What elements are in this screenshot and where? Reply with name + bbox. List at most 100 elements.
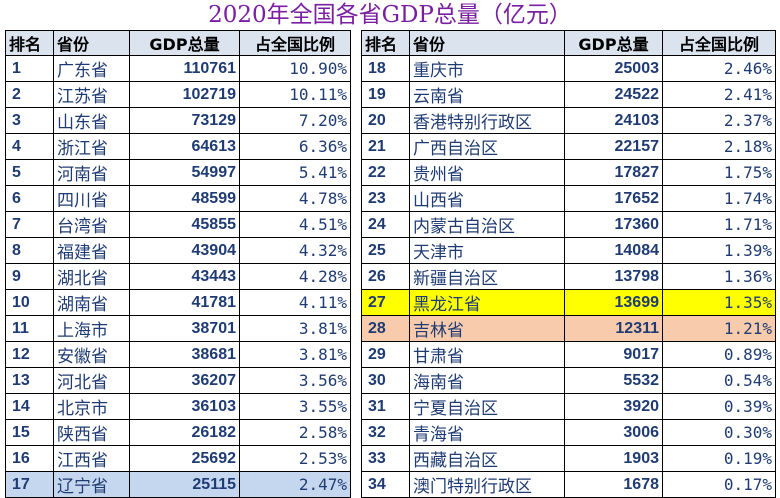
province-cell: 辽宁省 xyxy=(53,471,130,498)
share-cell: 5.41% xyxy=(239,159,351,186)
header-rank: 排名 xyxy=(361,30,410,56)
province-cell: 西藏自治区 xyxy=(409,445,565,472)
province-cell: 宁夏自治区 xyxy=(409,393,565,420)
share-cell: 0.39% xyxy=(662,393,776,420)
rank-cell: 29 xyxy=(361,341,410,368)
header-share: 占全国比例 xyxy=(662,30,776,56)
gdp-cell: 45855 xyxy=(129,211,240,238)
gdp-cell: 36103 xyxy=(129,393,240,420)
table-row: 4 浙江省 64613 6.36% xyxy=(5,133,351,160)
share-cell: 4.28% xyxy=(239,263,351,290)
share-cell: 1.75% xyxy=(662,159,776,186)
province-cell: 甘肃省 xyxy=(409,341,565,368)
header-gdp: GDP总量 xyxy=(564,30,663,56)
gdp-cell: 26182 xyxy=(129,419,240,446)
gdp-table-left: 排名 省份 GDP总量 占全国比例 1 广东省 110761 10.90% 2 江苏省 10… xyxy=(5,30,351,498)
gdp-cell: 13798 xyxy=(564,263,663,290)
province-cell: 广东省 xyxy=(53,55,130,82)
province-cell: 河南省 xyxy=(53,159,130,186)
table-row: 2 江苏省 102719 10.11% xyxy=(5,81,351,108)
table-row: 1 广东省 110761 10.90% xyxy=(5,55,351,82)
rank-cell: 24 xyxy=(361,211,410,238)
rank-cell: 17 xyxy=(5,471,54,498)
left-table-body: 1 广东省 110761 10.90% 2 江苏省 102719 10.11% 3 山东省 7312… xyxy=(5,55,351,498)
gdp-cell: 3006 xyxy=(564,419,663,446)
table-row: 14 北京市 36103 3.55% xyxy=(5,393,351,420)
gdp-cell: 25003 xyxy=(564,55,663,82)
province-cell: 青海省 xyxy=(409,419,565,446)
rank-cell: 18 xyxy=(361,55,410,82)
gdp-cell: 102719 xyxy=(129,81,240,108)
table-row: 15 陕西省 26182 2.58% xyxy=(5,419,351,446)
gdp-cell: 1678 xyxy=(564,471,663,498)
province-cell: 山东省 xyxy=(53,107,130,134)
gdp-cell: 48599 xyxy=(129,185,240,212)
table-row: 28 吉林省 12311 1.21% xyxy=(361,315,776,342)
province-cell: 江苏省 xyxy=(53,81,130,108)
share-cell: 1.21% xyxy=(662,315,776,342)
right-table-body: 18 重庆市 25003 2.46% 19 云南省 24522 2.41% 20 香港特别行政区 2… xyxy=(361,55,776,498)
table-row: 11 上海市 38701 3.81% xyxy=(5,315,351,342)
share-cell: 4.51% xyxy=(239,211,351,238)
table-row: 34 澳门特别行政区 1678 0.17% xyxy=(361,471,776,498)
table-row: 22 贵州省 17827 1.75% xyxy=(361,159,776,186)
province-cell: 台湾省 xyxy=(53,211,130,238)
province-cell: 湖北省 xyxy=(53,263,130,290)
table-row: 8 福建省 43904 4.32% xyxy=(5,237,351,264)
table-row: 12 安徽省 38681 3.81% xyxy=(5,341,351,368)
rank-cell: 33 xyxy=(361,445,410,472)
rank-cell: 19 xyxy=(361,81,410,108)
table-row: 31 宁夏自治区 3920 0.39% xyxy=(361,393,776,420)
rank-cell: 16 xyxy=(5,445,54,472)
province-cell: 北京市 xyxy=(53,393,130,420)
gdp-cell: 24103 xyxy=(564,107,663,134)
header-row: 排名 省份 GDP总量 占全国比例 xyxy=(361,30,776,56)
table-row: 10 湖南省 41781 4.11% xyxy=(5,289,351,316)
share-cell: 3.55% xyxy=(239,393,351,420)
share-cell: 4.78% xyxy=(239,185,351,212)
province-cell: 吉林省 xyxy=(409,315,565,342)
province-cell: 澳门特别行政区 xyxy=(409,471,565,498)
header-gdp: GDP总量 xyxy=(129,30,240,56)
gdp-cell: 1903 xyxy=(564,445,663,472)
share-cell: 2.47% xyxy=(239,471,351,498)
share-cell: 0.89% xyxy=(662,341,776,368)
rank-cell: 23 xyxy=(361,185,410,212)
rank-cell: 11 xyxy=(5,315,54,342)
table-row: 17 辽宁省 25115 2.47% xyxy=(5,471,351,498)
rank-cell: 22 xyxy=(361,159,410,186)
province-cell: 新疆自治区 xyxy=(409,263,565,290)
rank-cell: 6 xyxy=(5,185,54,212)
gdp-cell: 25692 xyxy=(129,445,240,472)
rank-cell: 8 xyxy=(5,237,54,264)
header-province: 省份 xyxy=(409,30,565,56)
table-row: 30 海南省 5532 0.54% xyxy=(361,367,776,394)
header-rank: 排名 xyxy=(5,30,54,56)
share-cell: 0.54% xyxy=(662,367,776,394)
share-cell: 2.18% xyxy=(662,133,776,160)
share-cell: 1.35% xyxy=(662,289,776,316)
share-cell: 2.41% xyxy=(662,81,776,108)
gdp-cell: 17652 xyxy=(564,185,663,212)
gdp-cell: 38701 xyxy=(129,315,240,342)
table-row: 25 天津市 14084 1.39% xyxy=(361,237,776,264)
gdp-cell: 64613 xyxy=(129,133,240,160)
table-row: 3 山东省 73129 7.20% xyxy=(5,107,351,134)
table-row: 20 香港特别行政区 24103 2.37% xyxy=(361,107,776,134)
share-cell: 4.11% xyxy=(239,289,351,316)
share-cell: 10.11% xyxy=(239,81,351,108)
share-cell: 0.19% xyxy=(662,445,776,472)
table-row: 26 新疆自治区 13798 1.36% xyxy=(361,263,776,290)
rank-cell: 13 xyxy=(5,367,54,394)
share-cell: 7.20% xyxy=(239,107,351,134)
table-row: 16 江西省 25692 2.53% xyxy=(5,445,351,472)
gdp-cell: 22157 xyxy=(564,133,663,160)
province-cell: 香港特别行政区 xyxy=(409,107,565,134)
rank-cell: 21 xyxy=(361,133,410,160)
table-row: 27 黑龙江省 13699 1.35% xyxy=(361,289,776,316)
gdp-cell: 41781 xyxy=(129,289,240,316)
province-cell: 浙江省 xyxy=(53,133,130,160)
province-cell: 河北省 xyxy=(53,367,130,394)
rank-cell: 34 xyxy=(361,471,410,498)
gdp-cell: 43443 xyxy=(129,263,240,290)
